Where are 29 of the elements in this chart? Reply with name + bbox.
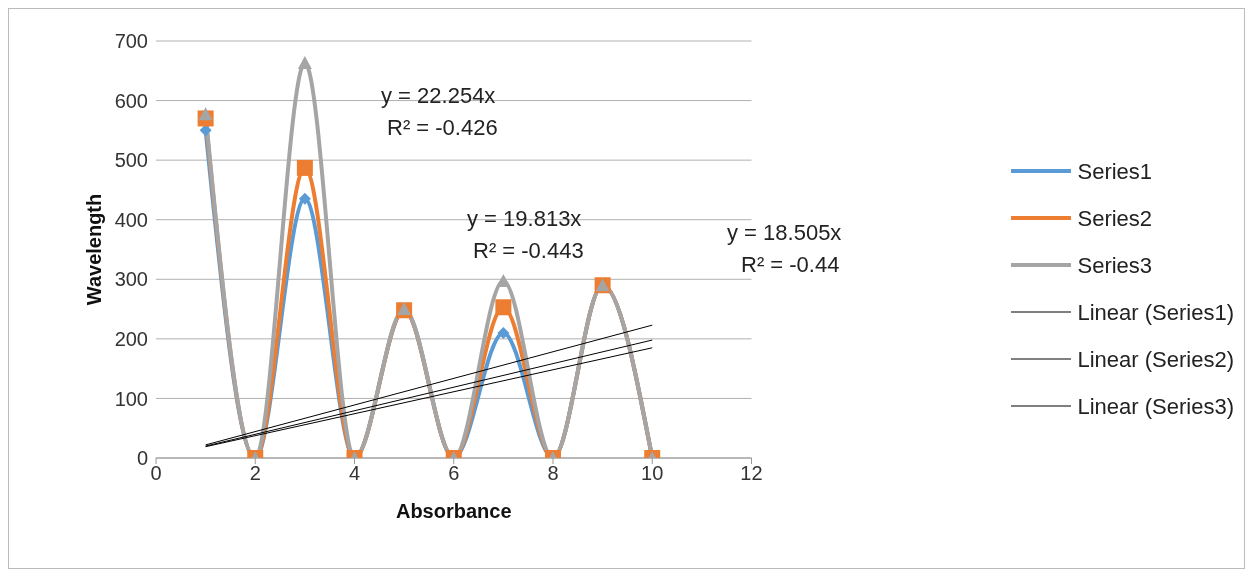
legend-label: Linear (Series2) xyxy=(1077,345,1234,374)
y-tick-label: 100 xyxy=(114,387,148,410)
x-tick-label: 2 xyxy=(249,462,261,485)
y-tick-label: 500 xyxy=(114,149,148,172)
legend-label: Series2 xyxy=(1077,204,1153,233)
x-tick-label: 0 xyxy=(150,462,162,485)
y-tick-label: 200 xyxy=(114,327,148,350)
x-tick-label: 6 xyxy=(448,462,460,485)
annotation: R² = -0.44 xyxy=(741,252,840,278)
y-tick-label: 400 xyxy=(114,208,148,231)
x-tick-label: 12 xyxy=(740,462,763,485)
y-tick-label: 300 xyxy=(114,268,148,291)
legend-label: Linear (Series3) xyxy=(1077,392,1234,421)
y-axis-title: Wavelength xyxy=(83,193,106,306)
x-tick-label: 10 xyxy=(641,462,664,485)
annotation: y = 19.813x xyxy=(467,206,582,232)
x-tick-label: 8 xyxy=(547,462,559,485)
legend-label: Linear (Series1) xyxy=(1077,298,1234,327)
y-tick-label: 600 xyxy=(114,89,148,112)
annotation: R² = -0.443 xyxy=(473,238,584,264)
x-tick-label: 4 xyxy=(348,462,361,485)
annotation: y = 18.505x xyxy=(727,220,842,246)
y-tick-label: 0 xyxy=(136,447,148,470)
annotation: y = 22.254x xyxy=(381,83,496,109)
y-tick-label: 700 xyxy=(114,30,148,53)
x-axis-title: Absorbance xyxy=(395,500,512,522)
annotation: R² = -0.426 xyxy=(387,115,498,141)
legend-label: Series3 xyxy=(1077,251,1153,280)
legend-label: Series1 xyxy=(1077,157,1153,186)
